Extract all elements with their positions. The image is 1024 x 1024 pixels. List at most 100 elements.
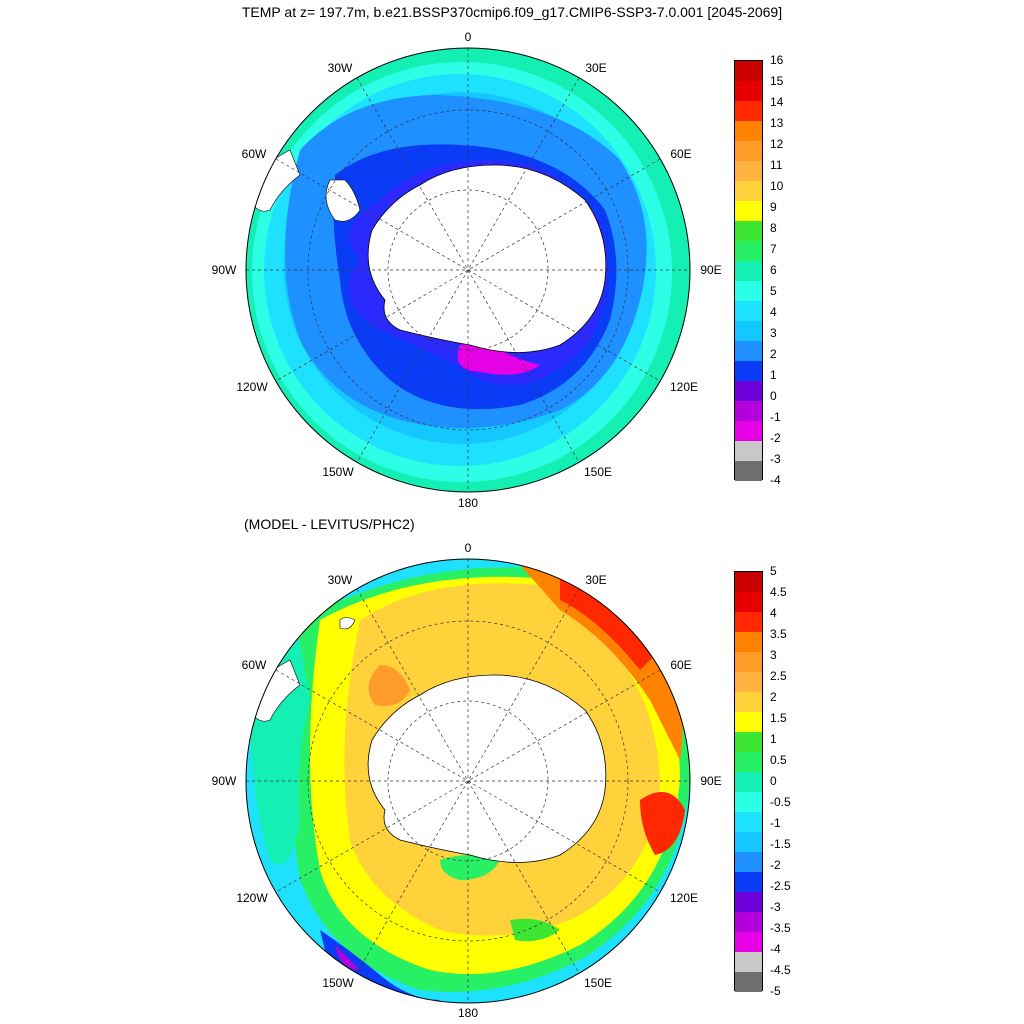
difference-colorbar-tick-label: -2 xyxy=(770,858,781,872)
temperature-colorbar-swatch xyxy=(735,121,762,141)
temperature-colorbar-tick-label: 7 xyxy=(770,242,777,256)
top-lon-label-90e: 90E xyxy=(700,263,722,277)
difference-colorbar-swatch xyxy=(735,692,762,712)
difference-colorbar-tick-label: -1.5 xyxy=(770,837,791,851)
temperature-colorbar-tick-label: -4 xyxy=(770,473,781,487)
temperature-colorbar-swatch xyxy=(735,181,762,201)
temperature-colorbar-swatch xyxy=(735,341,762,361)
temperature-colorbar-swatch xyxy=(735,81,762,101)
temperature-colorbar-swatch xyxy=(735,301,762,321)
bottom-lon-label-0: 0 xyxy=(464,541,472,555)
temperature-colorbar-swatch xyxy=(735,281,762,301)
difference-colorbar-tick-label: 4 xyxy=(770,606,777,620)
bottom-lon-label-150e: 150E xyxy=(583,976,613,990)
top-lon-label-0: 0 xyxy=(464,30,472,44)
bottom-lon-label-90e: 90E xyxy=(700,774,722,788)
top-lon-label-150e: 150E xyxy=(583,465,613,479)
temperature-colorbar-tick-label: 13 xyxy=(770,116,784,130)
difference-colorbar-tick-label: -4.5 xyxy=(770,963,791,977)
difference-colorbar-swatch xyxy=(735,852,762,872)
bottom-lon-label-90w: 90W xyxy=(211,774,237,788)
temperature-colorbar-swatch xyxy=(735,461,762,481)
difference-colorbar-tick-label: 0.5 xyxy=(770,753,787,767)
temperature-colorbar-tick-label: 15 xyxy=(770,74,784,88)
difference-colorbar-swatch xyxy=(735,792,762,812)
temperature-colorbar-swatch xyxy=(735,421,762,441)
top-lon-label-30w: 30W xyxy=(327,61,353,75)
top-lon-label-90w: 90W xyxy=(211,263,237,277)
difference-colorbar-swatch xyxy=(735,912,762,932)
difference-colorbar-tick-label: 3 xyxy=(770,648,777,662)
difference-colorbar-swatch xyxy=(735,612,762,632)
temperature-colorbar-tick-label: 4 xyxy=(770,305,777,319)
temperature-colorbar-tick-label: 2 xyxy=(770,347,777,361)
top-lon-label-60w: 60W xyxy=(241,147,267,161)
temperature-colorbar-swatch xyxy=(735,221,762,241)
difference-colorbar-tick-label: 2.5 xyxy=(770,669,787,683)
bottom-lon-label-180: 180 xyxy=(457,1006,479,1020)
difference-colorbar-tick-label: 4.5 xyxy=(770,585,787,599)
temperature-colorbar-tick-label: 14 xyxy=(770,95,784,109)
difference-colorbar-swatch xyxy=(735,812,762,832)
difference-colorbar-tick-label: 1.5 xyxy=(770,711,787,725)
temperature-colorbar-tick-label: 0 xyxy=(770,389,777,403)
difference-colorbar-tick-label: -2.5 xyxy=(770,879,791,893)
difference-colorbar-swatch xyxy=(735,972,762,992)
top-lon-label-120e: 120E xyxy=(669,380,699,394)
temperature-colorbar-swatch xyxy=(735,101,762,121)
temperature-colorbar-swatch xyxy=(735,161,762,181)
temperature-map xyxy=(245,47,691,493)
temperature-colorbar-tick-label: 9 xyxy=(770,200,777,214)
temperature-colorbar-tick-label: 3 xyxy=(770,326,777,340)
temperature-colorbar xyxy=(734,60,763,481)
temperature-colorbar-tick-label: 10 xyxy=(770,179,784,193)
temperature-colorbar-tick-label: 8 xyxy=(770,221,777,235)
temperature-colorbar-swatch xyxy=(735,401,762,421)
bottom-lon-label-120w: 120W xyxy=(236,891,268,905)
temperature-colorbar-swatch xyxy=(735,141,762,161)
temperature-colorbar-swatch xyxy=(735,241,762,261)
difference-colorbar-tick-label: 5 xyxy=(770,564,777,578)
difference-colorbar-tick-label: -1 xyxy=(770,816,781,830)
temperature-colorbar-tick-label: 12 xyxy=(770,137,784,151)
temperature-colorbar-tick-label: -2 xyxy=(770,431,781,445)
difference-colorbar-swatch xyxy=(735,572,762,592)
temperature-colorbar-swatch xyxy=(735,361,762,381)
temperature-colorbar-swatch xyxy=(735,381,762,401)
temperature-colorbar-tick-label: 11 xyxy=(770,158,783,172)
bottom-lon-label-150w: 150W xyxy=(322,976,354,990)
difference-colorbar-swatch xyxy=(735,872,762,892)
difference-plot-title: (MODEL - LEVITUS/PHC2) xyxy=(244,516,415,532)
temperature-colorbar-swatch xyxy=(735,441,762,461)
difference-colorbar-swatch xyxy=(735,652,762,672)
temperature-colorbar-tick-label: -3 xyxy=(770,452,781,466)
difference-colorbar xyxy=(734,571,763,992)
bottom-lon-label-60e: 60E xyxy=(670,658,692,672)
difference-colorbar-tick-label: -3.5 xyxy=(770,921,791,935)
bottom-lon-label-120e: 120E xyxy=(669,891,699,905)
difference-map xyxy=(245,558,691,1004)
temperature-colorbar-tick-label: 1 xyxy=(770,368,777,382)
difference-colorbar-swatch xyxy=(735,712,762,732)
temperature-colorbar-tick-label: 16 xyxy=(770,53,784,67)
temperature-colorbar-swatch xyxy=(735,321,762,341)
difference-colorbar-swatch xyxy=(735,672,762,692)
difference-colorbar-swatch xyxy=(735,732,762,752)
top-lon-label-120w: 120W xyxy=(236,380,268,394)
top-lon-label-180: 180 xyxy=(457,496,479,510)
difference-colorbar-tick-label: 1 xyxy=(770,732,777,746)
difference-colorbar-swatch xyxy=(735,832,762,852)
difference-colorbar-swatch xyxy=(735,932,762,952)
difference-colorbar-swatch xyxy=(735,952,762,972)
temperature-colorbar-tick-label: -1 xyxy=(770,410,781,424)
difference-colorbar-swatch xyxy=(735,772,762,792)
difference-colorbar-swatch xyxy=(735,752,762,772)
difference-colorbar-swatch xyxy=(735,632,762,652)
difference-colorbar-tick-label: -0.5 xyxy=(770,795,791,809)
difference-colorbar-swatch xyxy=(735,592,762,612)
bottom-lon-label-60w: 60W xyxy=(241,658,267,672)
bottom-lon-label-30w: 30W xyxy=(327,573,353,587)
top-lon-label-60e: 60E xyxy=(670,147,692,161)
top-lon-label-30e: 30E xyxy=(585,61,607,75)
